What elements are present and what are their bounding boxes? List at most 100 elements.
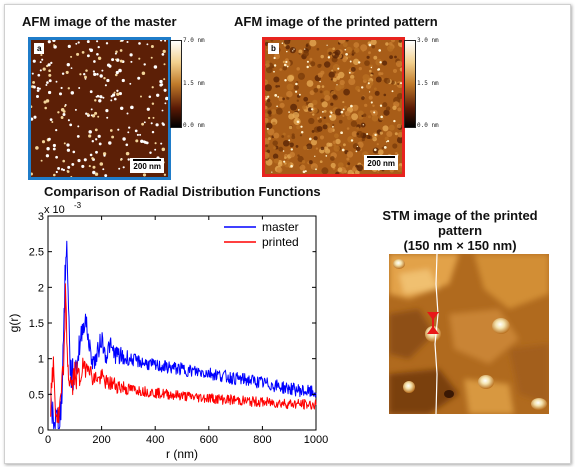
afm-printed-grain xyxy=(293,84,299,91)
afm-printed-surface xyxy=(265,40,402,174)
afm-master-dot xyxy=(61,72,65,75)
afm-master-dot xyxy=(70,55,73,58)
afm-master-dot xyxy=(48,69,51,73)
afm-printed-speck xyxy=(355,150,358,153)
afm-master-dot xyxy=(129,82,132,85)
afm-printed-grain xyxy=(373,87,377,91)
afm-printed-grain xyxy=(284,156,287,160)
afm-printed-grain xyxy=(305,44,309,47)
afm-printed-speck xyxy=(341,148,345,152)
afm-master-dot xyxy=(86,113,90,116)
afm-printed-grain xyxy=(364,60,370,66)
afm-printed-grain xyxy=(345,46,353,54)
afm-printed-grain xyxy=(268,114,272,117)
y-tick-label: 2 xyxy=(38,282,44,294)
afm-printed-grain xyxy=(296,99,300,102)
stm-particle xyxy=(393,259,405,269)
afm-printed-grain xyxy=(290,103,298,111)
rdf-chart: 0 200 400 600 800 1000 0 0.5 1 1.5 2 2.5 3 r (nm) g(r)… xyxy=(7,201,328,461)
afm-printed-grain xyxy=(392,68,398,73)
afm-master-dot xyxy=(164,102,167,105)
afm-printed-grain xyxy=(338,119,343,124)
afm-printed-grain xyxy=(394,55,397,59)
afm-printed-speck xyxy=(377,68,380,71)
afm-printed-grain xyxy=(265,122,273,130)
afm-printed-grain xyxy=(367,80,374,87)
afm-master-dot xyxy=(109,129,113,132)
legend-box xyxy=(219,219,313,255)
afm-master-dot xyxy=(94,172,99,176)
afm-master-dot xyxy=(150,45,154,48)
afm-printed-grain xyxy=(273,158,280,164)
afm-printed-grain xyxy=(321,167,329,174)
afm-printed-grain xyxy=(286,83,294,91)
stm-title: STM image of the printed pattern (150 nm… xyxy=(360,208,560,253)
afm-printed-grain xyxy=(390,40,396,43)
afm-master-background xyxy=(31,40,168,177)
afm-master-dot xyxy=(57,166,61,170)
afm-printed-speck xyxy=(304,48,306,50)
afm-master-dot xyxy=(55,80,58,83)
afm-printed-speck xyxy=(345,52,348,56)
afm-printed-panel-letter: b xyxy=(268,43,279,54)
afm-master-dot xyxy=(101,69,104,72)
afm-printed-speck xyxy=(306,65,309,69)
afm-printed-speck xyxy=(266,127,269,130)
afm-printed-speck xyxy=(391,90,394,93)
afm-master-dot xyxy=(51,121,54,123)
afm-master-dot xyxy=(60,168,64,171)
afm-master-dot xyxy=(127,158,130,161)
afm-printed-grain xyxy=(371,115,379,122)
afm-master-dot xyxy=(140,139,144,144)
afm-master-dot xyxy=(120,40,124,42)
afm-printed-grain xyxy=(319,135,325,140)
afm-master-dot xyxy=(118,68,122,73)
afm-printed-grain xyxy=(265,152,270,159)
afm-printed-grain xyxy=(384,136,389,141)
afm-master-dot xyxy=(45,84,48,86)
afm-master-dot xyxy=(126,112,129,115)
afm-master-dot xyxy=(135,139,139,143)
afm-printed-speck xyxy=(300,125,303,128)
afm-printed-grain xyxy=(320,54,324,59)
afm-printed-grain xyxy=(306,80,314,87)
afm-master-dot xyxy=(92,170,96,175)
afm-printed-grain xyxy=(348,78,356,86)
afm-master-dot xyxy=(156,93,160,97)
afm-printed-speck xyxy=(400,82,402,85)
stm-profile-line xyxy=(434,254,439,414)
afm-printed-grain xyxy=(347,162,351,166)
afm-printed-grain xyxy=(333,145,340,152)
afm-printed-grain xyxy=(277,85,281,88)
afm-printed-speck xyxy=(296,120,300,124)
afm-master-dot xyxy=(48,73,52,77)
afm-master-dot xyxy=(96,94,100,98)
series-line-printed xyxy=(50,283,317,424)
afm-printed-grain xyxy=(268,137,271,141)
afm-master-scale-bar: 200 nm xyxy=(130,158,164,173)
afm-master-dot xyxy=(90,108,93,111)
afm-master-dot xyxy=(125,151,130,156)
y-tick-label: 0.5 xyxy=(29,389,44,401)
afm-master-dot xyxy=(108,64,112,68)
afm-printed-grain xyxy=(376,170,380,173)
afm-printed-grain xyxy=(318,63,322,67)
afm-printed-grain xyxy=(278,146,284,152)
afm-master-dot xyxy=(46,146,50,151)
afm-master-dot xyxy=(35,146,39,150)
afm-printed-grain xyxy=(275,85,279,88)
stm-pit xyxy=(444,390,454,398)
afm-master-dot xyxy=(76,135,80,138)
afm-master-dot xyxy=(70,67,73,70)
afm-master-dot xyxy=(40,53,43,57)
afm-master-dot xyxy=(96,73,99,76)
afm-master-dot xyxy=(165,96,168,101)
afm-printed-grain xyxy=(279,68,283,71)
afm-printed-grain xyxy=(346,151,354,158)
stm-title-line2: (150 nm × 150 nm) xyxy=(403,238,517,253)
afm-master-colorbar-min: 0.0 nm xyxy=(183,122,205,129)
afm-master-dot xyxy=(117,128,120,131)
afm-master-dot xyxy=(99,162,104,166)
afm-master-dot xyxy=(91,114,96,118)
afm-printed-grain xyxy=(376,143,379,146)
